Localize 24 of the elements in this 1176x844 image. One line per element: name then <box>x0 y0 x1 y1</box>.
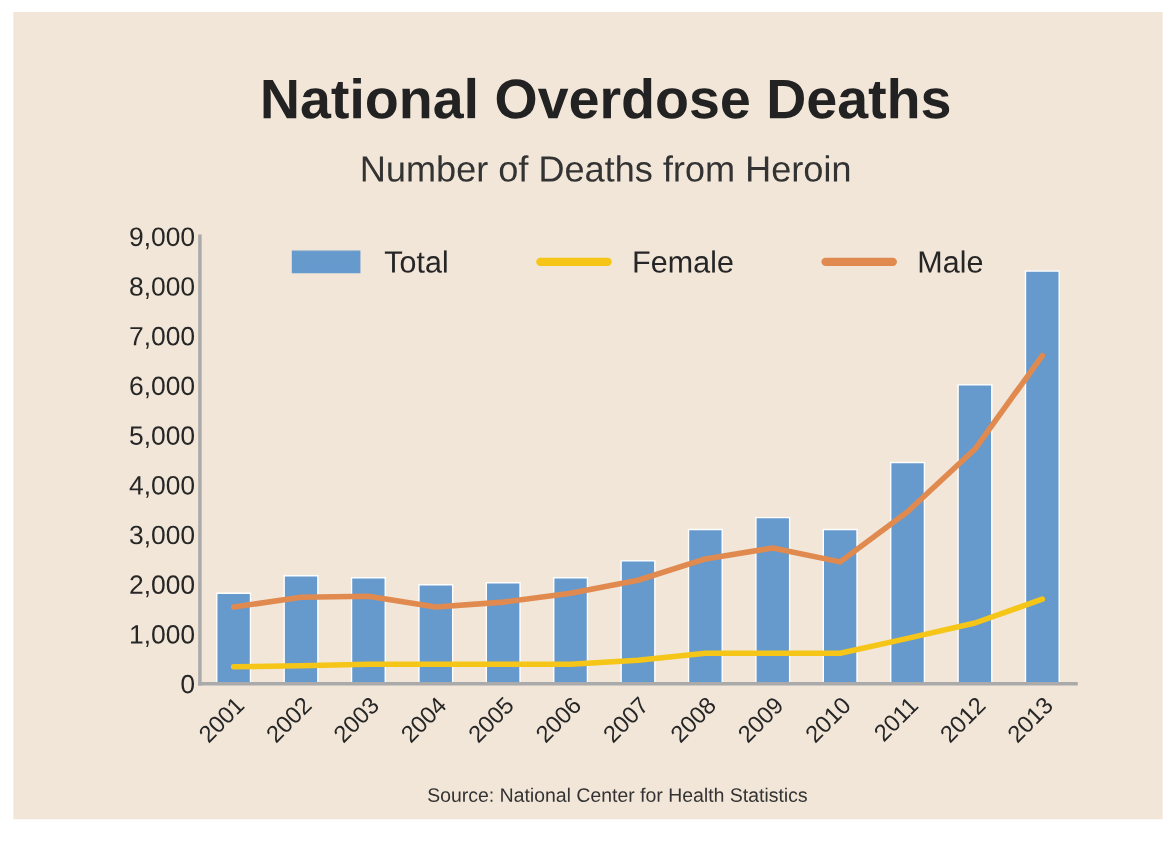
bar <box>957 384 993 684</box>
source-note: Source: National Center for Health Statistics <box>428 787 807 802</box>
y-tick-label: 1,000 <box>131 625 195 647</box>
y-tick-label: 8,000 <box>130 277 195 299</box>
bar <box>216 592 252 684</box>
chart-title: National Overdose Deaths <box>263 77 950 119</box>
legend-label: Total <box>384 250 447 273</box>
y-tick-label: 2,000 <box>130 575 195 598</box>
y-tick-label: 4,000 <box>129 475 195 498</box>
y-tick-label: 0 <box>181 674 195 694</box>
y-tick-label: 6,000 <box>130 376 195 399</box>
y-tick-label: 7,000 <box>130 326 195 349</box>
bar <box>620 560 656 684</box>
bar <box>890 461 926 684</box>
legend-label: Male <box>919 250 983 273</box>
legend-label: Female <box>634 250 733 273</box>
y-tick-label: 5,000 <box>130 426 195 449</box>
y-tick-label: 3,000 <box>130 525 195 548</box>
chart-subtitle: Number of Deaths from Heroin <box>362 155 850 182</box>
bar <box>755 516 791 684</box>
y-tick-label: 9,000 <box>130 227 195 250</box>
bar <box>1024 270 1060 684</box>
bar <box>822 528 858 684</box>
bar <box>687 528 723 684</box>
